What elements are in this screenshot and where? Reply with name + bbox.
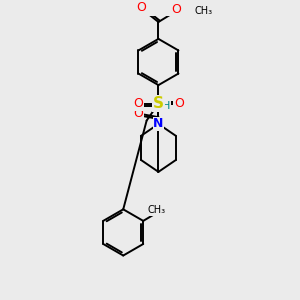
Text: O: O bbox=[174, 97, 184, 110]
Text: O: O bbox=[133, 97, 143, 110]
Text: O: O bbox=[136, 2, 146, 14]
Text: O: O bbox=[133, 107, 143, 120]
Text: CH₃: CH₃ bbox=[195, 6, 213, 16]
Text: H: H bbox=[162, 101, 170, 111]
Text: O: O bbox=[172, 3, 182, 16]
Text: N: N bbox=[154, 95, 163, 109]
Text: N: N bbox=[153, 118, 164, 130]
Text: S: S bbox=[153, 96, 164, 111]
Text: CH₃: CH₃ bbox=[147, 206, 166, 215]
